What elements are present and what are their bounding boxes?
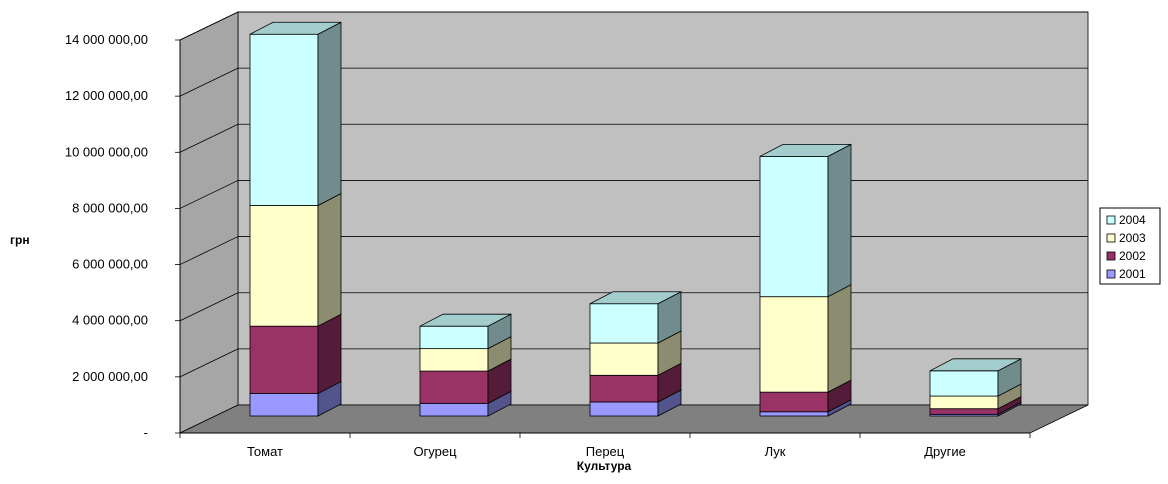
bar-stack-Огурец <box>419 313 512 417</box>
bar-segment <box>419 370 489 404</box>
bar-segment <box>249 393 319 417</box>
side-wall <box>179 11 239 434</box>
bar-stack-Другие <box>929 358 1022 417</box>
bar-segment <box>589 303 659 344</box>
x-tick-labels: Томат Огурец Перец Лук Другие <box>247 444 966 459</box>
y-tick-label: 14 000 000,00 <box>65 32 148 47</box>
bar-segment-side <box>317 192 342 327</box>
bar-segment <box>929 370 999 397</box>
gridline-side <box>179 236 239 265</box>
gridlines <box>179 11 1088 378</box>
x-axis-title: Культура <box>577 459 632 473</box>
bar-segment <box>759 296 829 393</box>
y-tick-label: 4 000 000,00 <box>72 313 148 328</box>
axes <box>175 39 1031 438</box>
bar-stack-Томат <box>249 21 342 417</box>
bar-segment <box>589 374 659 403</box>
bar-segment-side <box>317 313 342 395</box>
x-tick-label: Томат <box>247 444 283 459</box>
bar-segment-side <box>317 21 342 207</box>
y-tick-label: 2 000 000,00 <box>72 369 148 384</box>
y-tick-labels: - 2 000 000,00 4 000 000,00 6 000 000,00 8 0… <box>65 32 148 440</box>
bar-segment <box>249 205 319 327</box>
x-tick-label: Огурец <box>413 444 457 459</box>
bar-segment <box>419 325 489 350</box>
y-tick-label: 10 000 000,00 <box>65 144 148 159</box>
y-axis-title: грн <box>10 233 30 247</box>
x-tick-label: Другие <box>924 444 966 459</box>
legend-label: 2004 <box>1119 213 1146 227</box>
y-tick-label: - <box>144 425 148 440</box>
bar-segment <box>759 155 829 298</box>
legend-swatch <box>1106 215 1116 225</box>
bar-segment <box>589 342 659 376</box>
legend-swatch <box>1106 269 1116 279</box>
gridline-side <box>179 180 239 209</box>
x-tick-label: Перец <box>586 444 625 459</box>
legend-swatch <box>1106 233 1116 243</box>
gridline-side <box>179 123 239 153</box>
bar-segment-side <box>827 143 852 298</box>
bar-segment <box>419 402 489 417</box>
legend-swatch <box>1106 251 1116 261</box>
gridline-side <box>179 348 239 378</box>
bar-segment-side <box>827 284 852 393</box>
bar-segment <box>249 33 319 206</box>
bar-segment <box>419 348 489 372</box>
legend-label: 2002 <box>1119 249 1146 263</box>
y-tick-label: 8 000 000,00 <box>72 200 148 215</box>
bar-segment-top <box>589 291 682 305</box>
legend-label: 2003 <box>1119 231 1146 245</box>
bar-stacks <box>249 21 1022 417</box>
bar-stack-Лук <box>759 143 852 417</box>
bar-segment <box>249 325 319 394</box>
bar-segment <box>759 391 829 413</box>
bar-segment-top <box>759 143 852 157</box>
bar-segment-top <box>419 313 512 327</box>
gridline-side <box>179 11 239 41</box>
bar-stack-Перец <box>589 291 682 417</box>
bar-segment <box>929 395 999 410</box>
bar-segment-top <box>249 21 342 35</box>
bar-segment-top <box>929 358 1022 372</box>
x-tick-label: Лук <box>765 444 786 459</box>
gridline-side <box>179 67 239 97</box>
legend: 2004 2003 2002 2001 <box>1099 207 1161 285</box>
legend-label: 2001 <box>1119 267 1146 281</box>
gridline-side <box>179 292 239 322</box>
y-tick-label: 6 000 000,00 <box>72 257 148 272</box>
bar-segment <box>929 408 999 415</box>
y-tick-label: 12 000 000,00 <box>65 88 148 103</box>
bar-segment <box>759 411 829 417</box>
bar-segment <box>589 401 659 417</box>
